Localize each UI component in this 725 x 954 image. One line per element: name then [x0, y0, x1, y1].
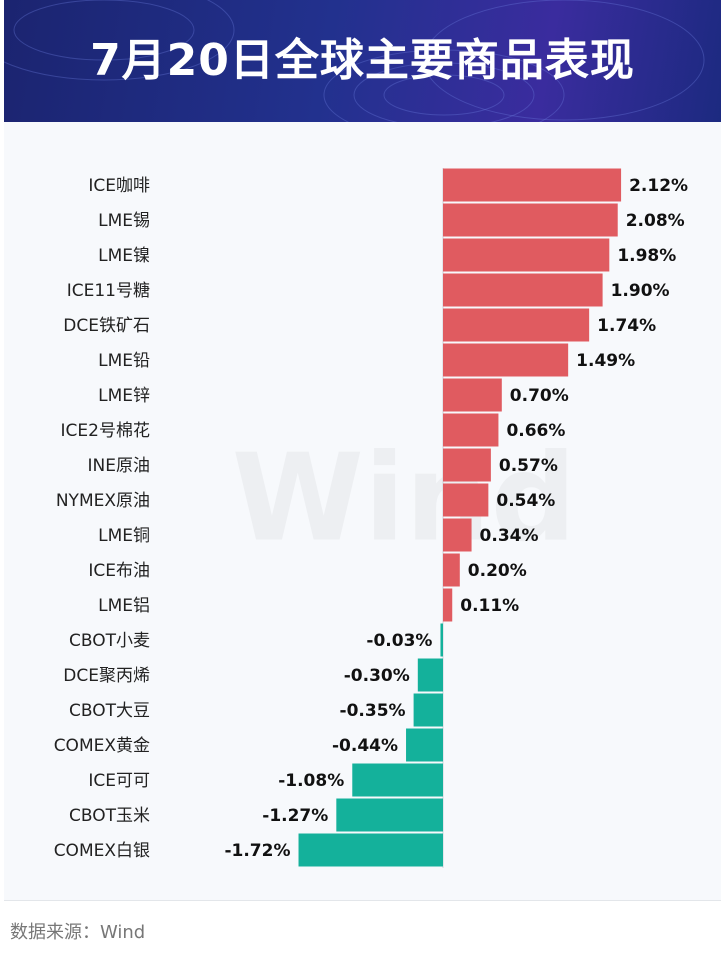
bar	[443, 343, 569, 377]
value-label: -0.44%	[332, 736, 398, 756]
bar	[443, 203, 618, 237]
value-label: 1.74%	[597, 316, 656, 336]
category-label: NYMEX原油	[56, 491, 150, 511]
bar	[443, 273, 603, 307]
bar	[440, 623, 443, 657]
bar	[352, 763, 443, 797]
value-label: 2.12%	[629, 176, 688, 196]
bar	[443, 308, 590, 342]
bar	[417, 658, 443, 692]
category-label: ICE11号糖	[67, 281, 150, 301]
value-label: 0.66%	[506, 421, 565, 441]
category-label: ICE布油	[88, 561, 150, 581]
bar	[336, 798, 443, 832]
category-label: LME铜	[98, 526, 150, 546]
category-label: LME铅	[98, 351, 150, 371]
bar	[443, 518, 472, 552]
category-label: DCE铁矿石	[63, 316, 150, 336]
bar	[443, 448, 491, 482]
value-label: 0.34%	[480, 526, 539, 546]
value-label: 0.20%	[468, 561, 527, 581]
chart: Wind 2.12% ICE咖啡 2.08% LME锡 1.98% LME镍 1.90% IC…	[54, 168, 688, 868]
value-label: 1.49%	[576, 351, 635, 371]
value-label: -0.03%	[366, 631, 432, 651]
category-label: CBOT小麦	[69, 631, 150, 651]
source-note: 数据来源：Wind	[10, 922, 146, 943]
category-label: CBOT大豆	[69, 701, 150, 721]
chart-panel: Wind 2.12% ICE咖啡 2.08% LME锡 1.98% LME镍 1.90% IC…	[4, 122, 721, 901]
value-label: 0.70%	[510, 386, 569, 406]
value-label: -0.35%	[340, 701, 406, 721]
watermark: Wind	[232, 430, 577, 569]
category-label: CBOT玉米	[69, 806, 150, 826]
bar	[443, 413, 499, 447]
bar	[443, 483, 489, 517]
header-banner: 7月20日全球主要商品表现	[4, 0, 721, 122]
value-label: 0.54%	[496, 491, 555, 511]
title: 7月20日全球主要商品表现	[90, 35, 635, 86]
value-label: 1.90%	[611, 281, 670, 301]
value-label: 1.98%	[617, 246, 676, 266]
value-label: -1.27%	[262, 806, 328, 826]
header-decoration	[4, 0, 705, 122]
bar	[406, 728, 443, 762]
bar	[298, 833, 443, 867]
bar	[443, 168, 622, 202]
category-label: ICE可可	[88, 771, 150, 791]
category-label: LME镍	[98, 246, 150, 266]
value-label: -0.30%	[344, 666, 410, 686]
category-label: ICE咖啡	[88, 176, 150, 196]
category-label: ICE2号棉花	[61, 421, 150, 441]
category-label: DCE聚丙烯	[63, 666, 150, 686]
bar	[413, 693, 443, 727]
value-label: 2.08%	[626, 211, 685, 231]
category-label: COMEX白银	[54, 841, 150, 861]
bar	[443, 378, 502, 412]
value-label: 0.57%	[499, 456, 558, 476]
category-label: LME锌	[98, 386, 150, 406]
value-label: -1.72%	[224, 841, 290, 861]
category-label: LME锡	[98, 211, 150, 231]
bar	[443, 588, 453, 622]
bar	[443, 238, 610, 272]
bar	[443, 553, 460, 587]
category-label: LME铝	[98, 596, 150, 616]
value-label: -1.08%	[278, 771, 344, 791]
category-label: COMEX黄金	[54, 736, 150, 756]
category-label: INE原油	[88, 456, 150, 476]
value-label: 0.11%	[460, 596, 519, 616]
